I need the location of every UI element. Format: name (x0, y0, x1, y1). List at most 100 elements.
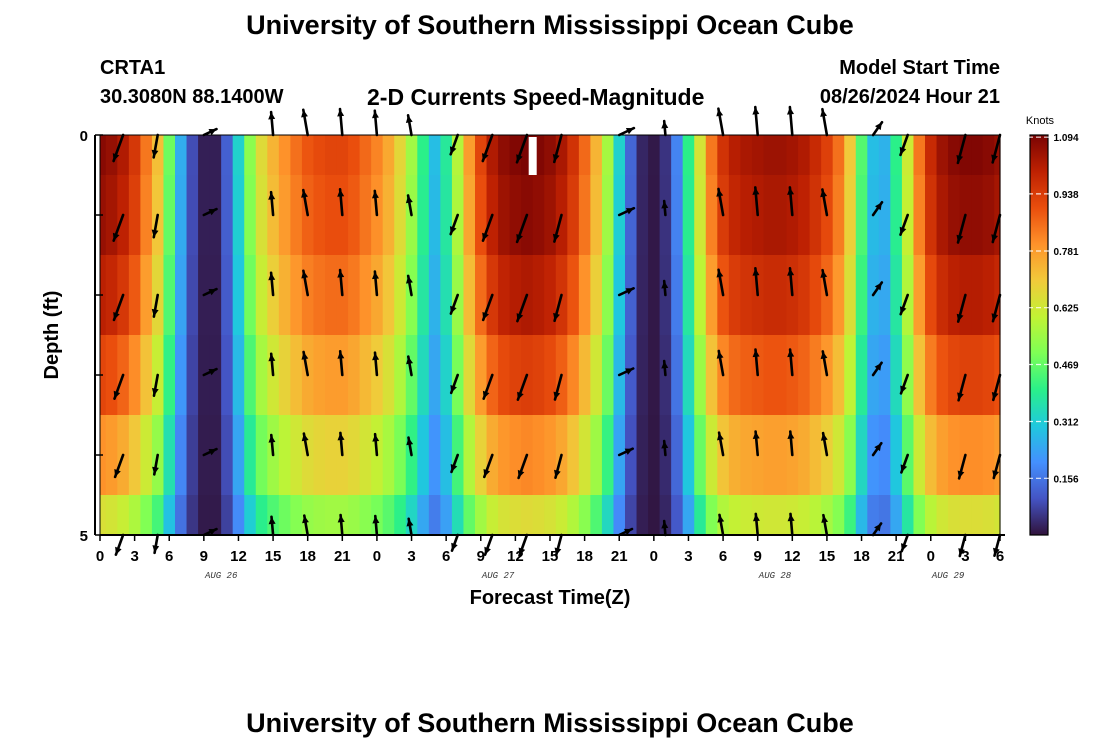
heatmap-cell (671, 255, 684, 335)
current-vector (899, 293, 910, 316)
current-vector (956, 293, 967, 323)
heatmap-cell (648, 135, 661, 175)
x-tick-label: 21 (611, 548, 628, 565)
heatmap-cell (878, 255, 891, 335)
heatmap-cell (625, 495, 638, 535)
vector-head (405, 195, 413, 204)
x-tick-label: 0 (96, 548, 104, 565)
heatmap-cell (682, 135, 695, 175)
heatmap-cell (105, 135, 118, 175)
station-coordinates: 30.3080N 88.1400W (100, 86, 284, 108)
date-label: AUG 28 (758, 571, 792, 581)
vector-head (518, 547, 526, 556)
heatmap-cell (878, 135, 891, 175)
heatmap-cell (948, 255, 961, 335)
heatmap-cell (982, 335, 995, 415)
current-vector (716, 349, 725, 377)
vector-head (752, 349, 760, 358)
heatmap-cell (705, 335, 718, 415)
heatmap-cell (278, 495, 291, 535)
heatmap-cell (532, 255, 545, 335)
vector-head (958, 548, 965, 556)
heatmap-cell (890, 335, 903, 415)
heatmap-cell (728, 255, 741, 335)
vector-head (752, 107, 760, 115)
heatmap-cell (671, 175, 684, 255)
heatmap-cell (982, 495, 995, 535)
colorbar-tick-label: 0.469 (1053, 361, 1078, 372)
heatmap-cell (428, 255, 441, 335)
vector-head (787, 268, 795, 276)
date-label: AUG 27 (481, 571, 515, 581)
heatmap-cell (925, 335, 938, 415)
heatmap-cell (936, 175, 949, 255)
vector-head (875, 122, 882, 131)
colorbar-bar (1029, 134, 1049, 536)
x-tick-label: 21 (888, 548, 905, 565)
heatmap-cell (267, 135, 280, 175)
vector-head (337, 270, 345, 278)
vector-head (661, 121, 669, 129)
vector-head (899, 306, 907, 315)
heatmap-cell (417, 335, 430, 415)
current-vector (337, 431, 345, 457)
current-vector (449, 373, 460, 395)
heatmap-cell (590, 415, 603, 495)
heatmap-cell (590, 135, 603, 175)
heatmap-cell (878, 415, 891, 495)
heatmap-cell (671, 495, 684, 535)
heatmap-cell (440, 335, 453, 415)
vector-head (208, 369, 217, 376)
heatmap-cell (255, 495, 268, 535)
current-vector (553, 373, 563, 401)
heatmap-cell (740, 335, 753, 415)
vector-head (753, 513, 760, 522)
heatmap-cell (186, 175, 199, 255)
vector-head (449, 146, 457, 155)
vector-head (302, 515, 309, 524)
current-vector (515, 213, 529, 244)
vector-head (900, 464, 908, 473)
heatmap-cell (498, 415, 511, 495)
date-label: AUG 26 (204, 571, 238, 581)
heatmap-cell (948, 415, 961, 495)
colorbar-tick-label: 0.625 (1053, 304, 1078, 315)
heatmap-cell (590, 175, 603, 255)
vector-head (406, 356, 413, 365)
missing-data-marks (528, 137, 537, 175)
current-vector (337, 188, 345, 217)
heatmap-cell (844, 255, 857, 335)
current-vector (112, 133, 125, 163)
heatmap-cell (244, 255, 257, 335)
current-vector (554, 453, 563, 480)
vector-head (820, 109, 827, 117)
heatmap-cell (313, 495, 326, 535)
colorbar-tick-label: 0.781 (1053, 247, 1078, 258)
heatmap-cell (636, 135, 649, 175)
x-tick-label: 18 (853, 548, 870, 565)
heatmap-cell (959, 135, 972, 175)
current-vector (406, 517, 414, 537)
vector-head (482, 232, 489, 241)
heatmap-cell (544, 255, 557, 335)
vector-head (516, 313, 524, 322)
heatmap-cell (440, 415, 453, 495)
heatmap-cell (100, 335, 107, 415)
heatmap-cell (382, 335, 395, 415)
heatmap-cell (232, 135, 245, 175)
vector-head (151, 229, 159, 238)
heatmap-cell (971, 175, 984, 255)
heatmap-cell (128, 175, 141, 255)
current-vector (449, 293, 460, 315)
vector-head (406, 518, 414, 527)
heatmap-cell (175, 335, 188, 415)
current-vector (899, 373, 910, 395)
vector-head (661, 521, 669, 529)
heatmap-cell (336, 495, 349, 535)
heatmap-cell (105, 415, 118, 495)
model-start-label: Model Start Time (839, 57, 1000, 79)
heatmap-cell (544, 135, 557, 175)
heatmap-cell (221, 135, 234, 175)
heatmap-cell (394, 255, 407, 335)
heatmap-cell (913, 135, 926, 175)
